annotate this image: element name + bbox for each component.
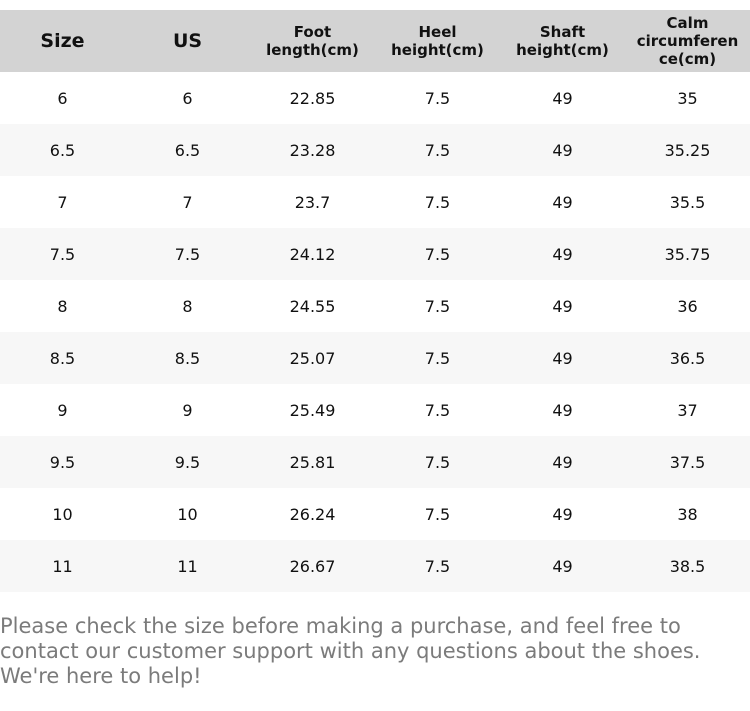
table-cell: 38.5 <box>669 556 706 576</box>
table-cell: 6.5 <box>174 140 201 160</box>
table-cell: 35.25 <box>664 140 711 160</box>
table-cell: 6 <box>57 88 68 108</box>
table-cell: 35.5 <box>669 192 706 212</box>
table-cell: 25.81 <box>289 452 336 472</box>
table-row: 11 11 26.67 7.5 49 38.5 <box>0 540 750 592</box>
table-cell: 8 <box>182 296 193 316</box>
table-cell: 49 <box>552 400 573 420</box>
table-cell: 25.07 <box>289 348 336 368</box>
table-cell: 7.5 <box>424 400 451 420</box>
column-header: Shaft height(cm) <box>500 10 625 72</box>
table-row: 8 8 24.55 7.5 49 36 <box>0 280 750 332</box>
table-cell: 25.49 <box>289 400 336 420</box>
table-cell: 23.7 <box>294 192 331 212</box>
table-cell: 9 <box>182 400 193 420</box>
table-row: 10 10 26.24 7.5 49 38 <box>0 488 750 540</box>
table-cell: 8.5 <box>49 348 76 368</box>
table-row: 6.5 6.5 23.28 7.5 49 35.25 <box>0 124 750 176</box>
table-cell: 11 <box>177 556 198 576</box>
table-cell: 37 <box>677 400 698 420</box>
table-cell: 7.5 <box>424 348 451 368</box>
table-cell: 49 <box>552 348 573 368</box>
table-body: 6 6 22.85 7.5 49 35 6.5 6.5 23.28 7.5 49 35.25 7 7 23.… <box>0 72 750 592</box>
table-cell: 49 <box>552 452 573 472</box>
size-chart-table: Size US Foot length(cm) Heel height(cm) Shaf… <box>0 10 750 592</box>
table-cell: 9 <box>57 400 68 420</box>
table-cell: 7.5 <box>424 452 451 472</box>
table-cell: 22.85 <box>289 88 336 108</box>
table-cell: 38 <box>677 504 698 524</box>
table-cell: 36 <box>677 296 698 316</box>
table-row: 6 6 22.85 7.5 49 35 <box>0 72 750 124</box>
column-header: US <box>125 10 250 72</box>
table-cell: 49 <box>552 88 573 108</box>
table-cell: 49 <box>552 504 573 524</box>
table-head: Size US Foot length(cm) Heel height(cm) Shaf… <box>0 10 750 72</box>
table-cell: 7.5 <box>174 244 201 264</box>
table-row: 8.5 8.5 25.07 7.5 49 36.5 <box>0 332 750 384</box>
table-cell: 11 <box>52 556 73 576</box>
table-cell: 36.5 <box>669 348 706 368</box>
size-chart-page: Size US Foot length(cm) Heel height(cm) Shaf… <box>0 10 750 688</box>
table-cell: 35.75 <box>664 244 711 264</box>
table-cell: 7.5 <box>424 244 451 264</box>
table-cell: 6.5 <box>49 140 76 160</box>
header-row: Size US Foot length(cm) Heel height(cm) Shaf… <box>0 10 750 72</box>
table-cell: 7.5 <box>424 88 451 108</box>
table-cell: 7.5 <box>49 244 76 264</box>
table-row: 7.5 7.5 24.12 7.5 49 35.75 <box>0 228 750 280</box>
table-cell: 23.28 <box>289 140 336 160</box>
table-row: 7 7 23.7 7.5 49 35.5 <box>0 176 750 228</box>
column-header: Heel height(cm) <box>375 10 500 72</box>
column-header: Foot length(cm) <box>250 10 375 72</box>
table-cell: 49 <box>552 244 573 264</box>
table-cell: 26.24 <box>289 504 336 524</box>
purchase-note: Please check the size before making a pu… <box>0 614 701 688</box>
table-cell: 49 <box>552 296 573 316</box>
column-header: Size <box>0 10 125 72</box>
table-cell: 7 <box>182 192 193 212</box>
table-cell: 7 <box>57 192 68 212</box>
table-cell: 7.5 <box>424 296 451 316</box>
table-cell: 24.55 <box>289 296 336 316</box>
table-cell: 8.5 <box>174 348 201 368</box>
table-row: 9.5 9.5 25.81 7.5 49 37.5 <box>0 436 750 488</box>
table-cell: 8 <box>57 296 68 316</box>
table-cell: 26.67 <box>289 556 336 576</box>
table-cell: 7.5 <box>424 192 451 212</box>
table-cell: 10 <box>177 504 198 524</box>
column-header: Calm circumference(cm) <box>625 10 750 72</box>
table-cell: 24.12 <box>289 244 336 264</box>
table-cell: 7.5 <box>424 140 451 160</box>
table-cell: 10 <box>52 504 73 524</box>
table-cell: 7.5 <box>424 556 451 576</box>
table-cell: 49 <box>552 140 573 160</box>
table-cell: 49 <box>552 192 573 212</box>
table-cell: 6 <box>182 88 193 108</box>
table-cell: 35 <box>677 88 698 108</box>
table-cell: 9.5 <box>174 452 201 472</box>
table-cell: 49 <box>552 556 573 576</box>
table-cell: 9.5 <box>49 452 76 472</box>
table-cell: 7.5 <box>424 504 451 524</box>
table-row: 9 9 25.49 7.5 49 37 <box>0 384 750 436</box>
table-cell: 37.5 <box>669 452 706 472</box>
